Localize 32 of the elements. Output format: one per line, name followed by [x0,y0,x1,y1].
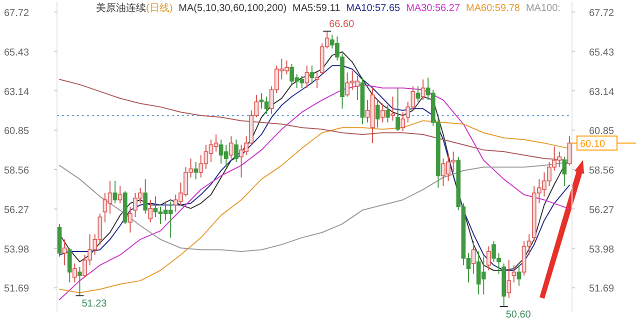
text: MA100: [526,3,560,14]
text: MA60:59.78 [466,3,520,14]
y-tick-label: 56.27 [4,204,30,216]
ref-line-label: 60.10 [580,139,606,150]
extreme-note: 51.23 [75,295,107,310]
extreme-note: 50.60 [499,306,531,320]
y-tick-label: 58.56 [4,166,30,177]
y2-tick-label: 56.27 [589,204,614,216]
y-tick-label: 60.85 [4,126,30,138]
y-tick-label: 53.98 [4,244,30,256]
chart-title: 美原油连续 [96,2,146,14]
y2-tick-label: 58.56 [589,166,614,177]
annotation: 66.60 [329,19,355,30]
text: MA10:57.65 [346,3,401,14]
chart-subtitle: (日线) [146,2,173,14]
y-tick-label: 67.72 [4,8,30,19]
y-tick-label: 51.69 [4,284,30,295]
annotation: 50.60 [506,309,532,320]
y2-tick-label: 67.72 [589,8,614,19]
y2-tick-label: 65.43 [589,47,614,58]
annotation: MA(5,10,30,60,100,200) [178,3,287,14]
text: MA5:59.11 [292,3,341,14]
y2-tick-label: 60.85 [589,126,614,138]
annotation: 51.23 [82,298,108,310]
y-tick-label: 63.14 [4,86,30,98]
ref-line: 60.10 [572,136,636,151]
y2-tick-label: 51.69 [589,284,614,295]
y2-tick-label: 53.98 [589,244,614,256]
text: MA30:56.27 [406,3,460,14]
extreme-note: 66.60 [322,19,354,32]
y2-tick-label: 63.14 [589,86,614,98]
y-tick-label: 65.43 [4,47,30,58]
